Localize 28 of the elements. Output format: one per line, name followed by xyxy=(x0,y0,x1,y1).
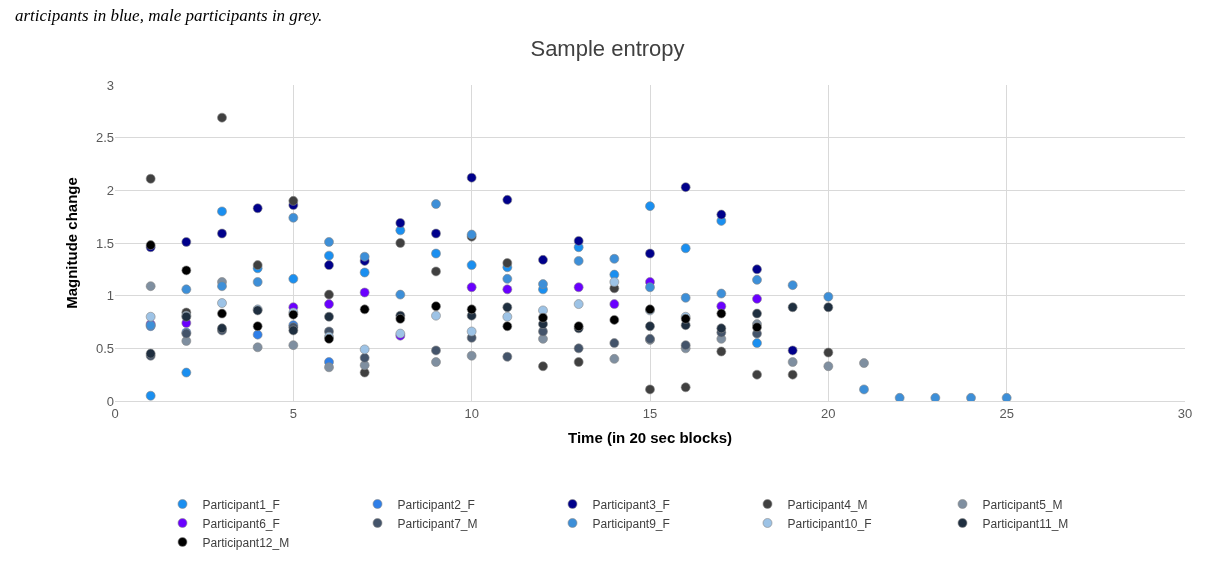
legend-label: Participant6_F xyxy=(202,516,280,531)
x-tick-label: 20 xyxy=(821,405,836,421)
y-tick-label: 1.5 xyxy=(95,235,114,251)
legend-label: Participant12_M xyxy=(202,535,290,550)
x-axis-title: Time (in 20 sec blocks) xyxy=(568,428,732,446)
y-tick-label: 3 xyxy=(106,77,114,93)
legend-label: Participant2_F xyxy=(397,497,475,512)
y-tick-label: 2.5 xyxy=(95,130,114,146)
legend-label: Participant1_F xyxy=(202,497,280,512)
chart-title: Sample entropy xyxy=(530,36,685,62)
y-tick-label: 1 xyxy=(106,288,114,304)
legend-label: Participant9_F xyxy=(592,516,670,531)
x-tick-label: 5 xyxy=(289,405,297,421)
legend-label: Participant7_M xyxy=(397,516,478,531)
legend-label: Participant4_M xyxy=(787,497,868,512)
x-tick-label: 10 xyxy=(464,405,479,421)
x-tick-label: 25 xyxy=(999,405,1014,421)
legend-label: Participant3_F xyxy=(592,497,670,512)
y-axis-title: Magnitude change xyxy=(63,177,81,309)
y-tick-label: 2 xyxy=(106,182,114,198)
legend-label: Participant10_F xyxy=(787,516,872,531)
y-tick-label: 0 xyxy=(106,393,114,409)
x-tick-label: 30 xyxy=(1177,405,1193,421)
text: articipants in blue, male participants in grey. xyxy=(15,6,323,25)
y-tick-label: 0.5 xyxy=(95,340,114,356)
x-tick-label: 15 xyxy=(642,405,658,421)
legend-label: Participant11_M xyxy=(982,516,1069,531)
legend-label: Participant5_M xyxy=(982,497,1063,512)
